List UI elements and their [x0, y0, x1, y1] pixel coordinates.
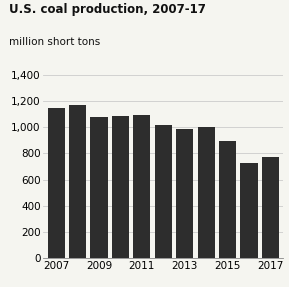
- Bar: [240, 163, 257, 258]
- Bar: [198, 127, 215, 258]
- Text: million short tons: million short tons: [9, 37, 100, 47]
- Bar: [48, 108, 65, 258]
- Bar: [176, 129, 193, 258]
- Text: U.S. coal production, 2007-17: U.S. coal production, 2007-17: [9, 3, 205, 16]
- Bar: [219, 141, 236, 258]
- Bar: [90, 117, 108, 258]
- Bar: [155, 125, 172, 258]
- Bar: [262, 157, 279, 258]
- Bar: [133, 115, 151, 258]
- Bar: [69, 104, 86, 258]
- Bar: [112, 116, 129, 258]
